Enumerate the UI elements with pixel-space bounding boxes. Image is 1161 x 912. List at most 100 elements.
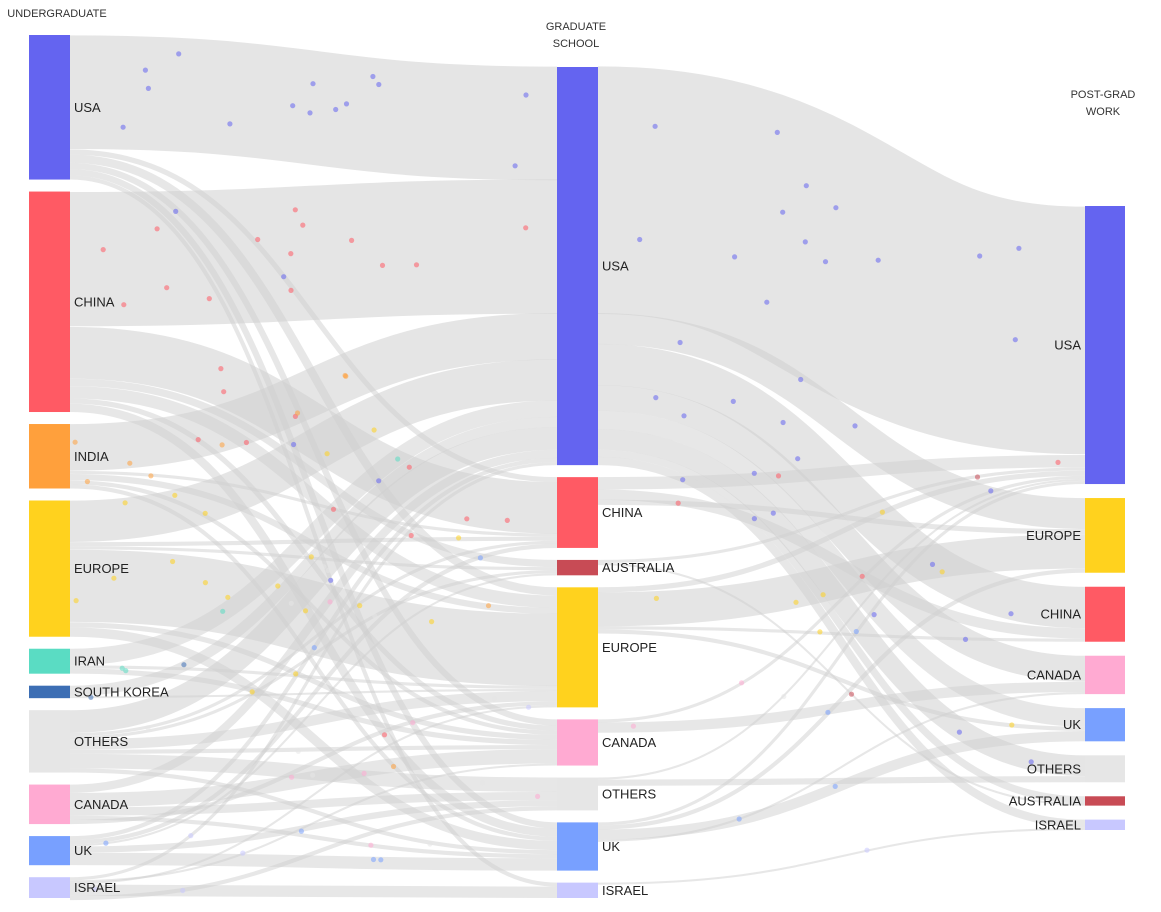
flow-dot bbox=[630, 723, 637, 729]
flow-dot bbox=[764, 299, 770, 305]
flow-dot bbox=[145, 85, 151, 91]
flow-dot bbox=[176, 51, 182, 57]
flow-dot bbox=[288, 600, 294, 606]
flow-dot bbox=[653, 395, 659, 401]
flow-dot bbox=[188, 833, 194, 839]
link-grad-europe-to-work-europe bbox=[597, 534, 1086, 627]
flow-dot bbox=[962, 636, 969, 643]
flow-dot bbox=[327, 599, 333, 605]
label-work-usa: USA bbox=[1054, 338, 1081, 353]
flow-dot bbox=[798, 376, 804, 383]
flow-dot bbox=[1009, 722, 1015, 728]
flow-dot bbox=[1008, 611, 1014, 617]
link-grad-others-to-work-usa bbox=[597, 478, 1086, 780]
node-undergrad-others[interactable] bbox=[29, 710, 70, 773]
flow-dot bbox=[803, 183, 809, 189]
label-undergrad-israel: ISRAEL bbox=[74, 880, 120, 895]
flow-dot bbox=[72, 439, 78, 445]
link-undergrad-china-to-grad-usa bbox=[69, 179, 558, 327]
node-undergrad-iran[interactable] bbox=[29, 648, 70, 674]
node-work-china[interactable] bbox=[1085, 586, 1125, 642]
flow-dot bbox=[825, 709, 831, 715]
flow-dot bbox=[795, 456, 801, 462]
link-undergrad-israel-to-grad-canada bbox=[69, 763, 558, 883]
flow-dot bbox=[349, 237, 355, 243]
node-grad-europe[interactable] bbox=[557, 587, 598, 708]
link-undergrad-canada-to-grad-others bbox=[69, 791, 558, 816]
flow-dot bbox=[512, 163, 518, 169]
label-grad-usa: USA bbox=[602, 259, 629, 274]
flow-dot bbox=[853, 628, 859, 635]
flow-dot bbox=[653, 595, 660, 602]
label-undergrad-uk: UK bbox=[74, 843, 92, 858]
node-work-others[interactable] bbox=[1085, 755, 1125, 783]
node-work-israel[interactable] bbox=[1085, 819, 1125, 830]
flow-dot bbox=[929, 561, 936, 568]
flow-dot bbox=[485, 603, 492, 609]
flow-dot bbox=[780, 209, 786, 215]
flow-dot bbox=[376, 478, 382, 484]
flow-dot bbox=[325, 567, 331, 574]
flow-dot bbox=[154, 226, 160, 232]
node-undergrad-uk[interactable] bbox=[29, 836, 70, 866]
column-header-grad: GRADUATE bbox=[546, 21, 606, 33]
link-undergrad-iran-to-grad-usa bbox=[69, 400, 558, 666]
link-undergrad-others-to-grad-china bbox=[69, 540, 558, 737]
link-undergrad-india-to-grad-china bbox=[69, 470, 558, 537]
flow-dot bbox=[84, 479, 90, 485]
flow-dot bbox=[376, 81, 382, 88]
node-grad-uk[interactable] bbox=[557, 822, 598, 871]
label-undergrad-canada: CANADA bbox=[74, 797, 129, 812]
flow-dot bbox=[736, 816, 742, 822]
node-work-uk[interactable] bbox=[1085, 708, 1125, 742]
flow-dot bbox=[939, 569, 945, 575]
flow-dot bbox=[343, 373, 349, 379]
node-undergrad-china[interactable] bbox=[29, 191, 70, 413]
node-work-usa[interactable] bbox=[1085, 206, 1125, 485]
node-undergrad-canada[interactable] bbox=[29, 784, 70, 825]
label-grad-china: CHINA bbox=[602, 505, 643, 520]
label-work-israel: ISRAEL bbox=[1035, 817, 1081, 832]
node-work-australia[interactable] bbox=[1085, 796, 1125, 806]
flow-dot bbox=[370, 73, 376, 80]
link-grad-europe-to-work-china bbox=[597, 626, 1086, 642]
flow-dot bbox=[249, 689, 255, 695]
flow-dot bbox=[526, 704, 532, 710]
flow-dot bbox=[681, 413, 687, 419]
flow-dot bbox=[308, 554, 314, 560]
node-grad-china[interactable] bbox=[557, 477, 598, 548]
node-grad-usa[interactable] bbox=[557, 67, 598, 466]
node-undergrad-india[interactable] bbox=[29, 424, 70, 489]
node-grad-others[interactable] bbox=[557, 777, 598, 811]
link-grad-israel-to-work-israel bbox=[597, 827, 1086, 885]
flow-dot bbox=[479, 780, 486, 786]
node-work-canada[interactable] bbox=[1085, 655, 1125, 695]
link-undergrad-europe-to-grad-canada bbox=[69, 622, 558, 740]
flow-dot bbox=[371, 427, 377, 433]
flow-dot bbox=[988, 488, 994, 494]
flow-dot bbox=[122, 500, 128, 506]
flow-dot bbox=[218, 366, 224, 372]
flow-dot bbox=[324, 451, 330, 457]
node-undergrad-israel[interactable] bbox=[29, 877, 70, 898]
flow-dot bbox=[195, 437, 201, 443]
link-grad-canada-to-work-canada bbox=[597, 681, 1086, 733]
flow-dot bbox=[1028, 759, 1034, 765]
flow-dot bbox=[255, 236, 261, 243]
node-grad-canada[interactable] bbox=[557, 719, 598, 766]
link-grad-usa-to-work-europe bbox=[597, 313, 1086, 530]
flow-dot bbox=[820, 592, 826, 598]
node-undergrad-europe[interactable] bbox=[29, 500, 70, 637]
node-work-europe[interactable] bbox=[1085, 498, 1125, 573]
node-grad-australia[interactable] bbox=[557, 559, 598, 576]
node-undergrad-south-korea[interactable] bbox=[29, 685, 70, 699]
node-grad-israel[interactable] bbox=[557, 882, 598, 898]
node-undergrad-usa[interactable] bbox=[29, 35, 70, 180]
flow-dot bbox=[292, 207, 298, 213]
flow-dot bbox=[92, 886, 98, 892]
flow-dot bbox=[379, 262, 386, 268]
flow-dot bbox=[330, 506, 337, 512]
flow-dot bbox=[523, 92, 529, 98]
link-undergrad-israel-to-grad-usa bbox=[69, 462, 558, 881]
